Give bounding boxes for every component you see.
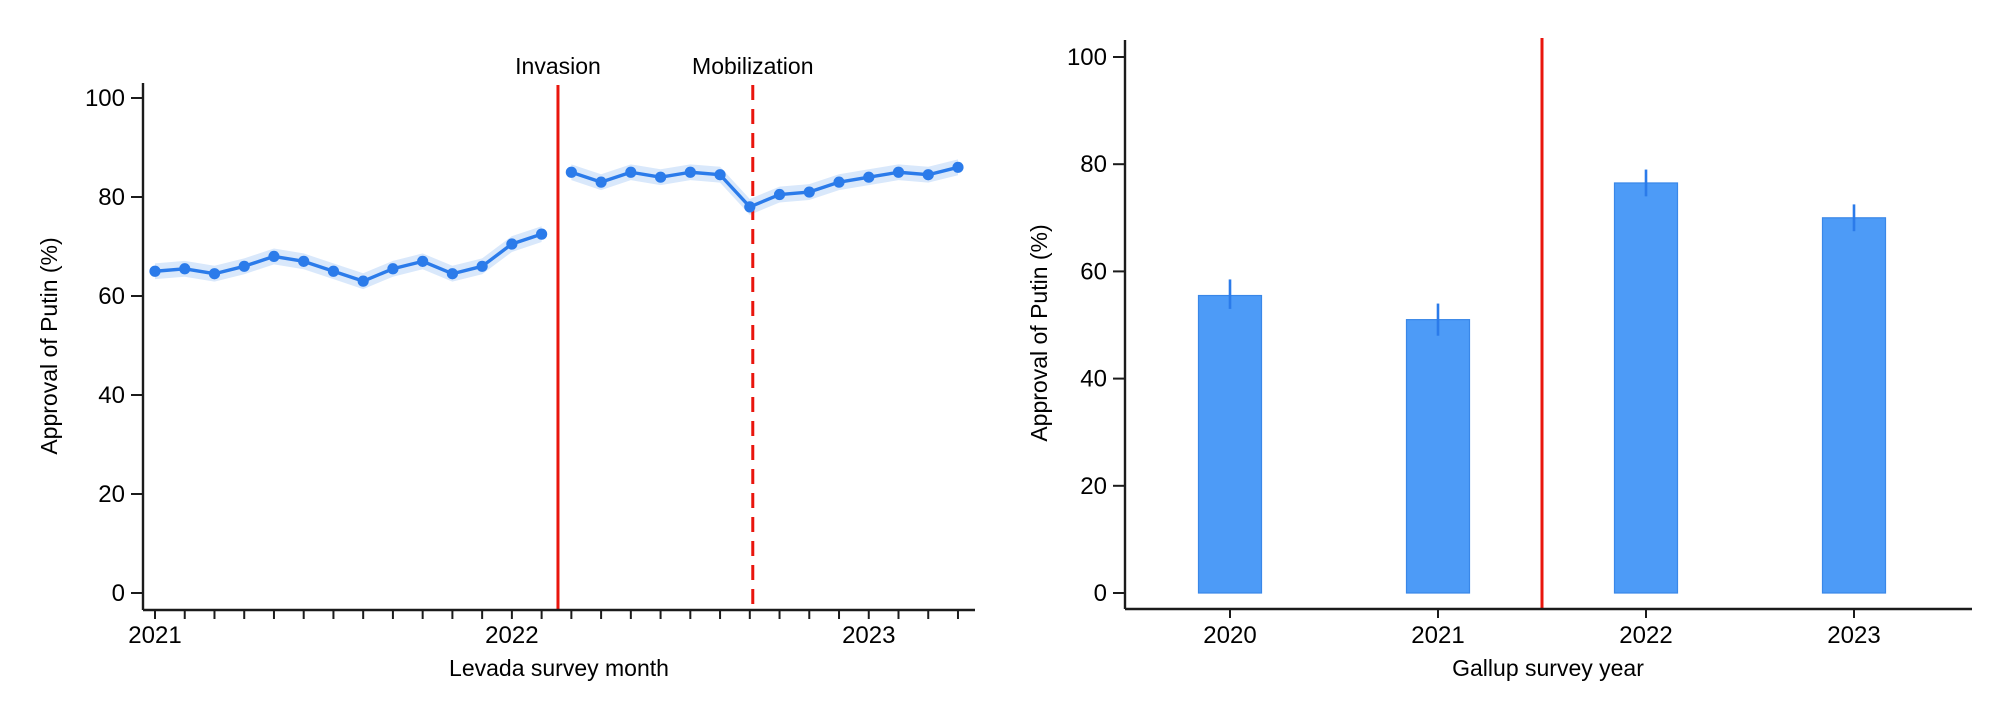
y-tick-label: 60	[1080, 258, 1107, 285]
x-axis-title: Gallup survey year	[1452, 655, 1644, 681]
confidence-band	[571, 159, 958, 215]
x-tick-label: 2023	[842, 622, 895, 649]
y-tick-label: 20	[98, 481, 125, 508]
data-point	[268, 250, 280, 262]
x-tick-label: 2021	[128, 622, 181, 649]
data-point	[714, 169, 726, 181]
data-point	[506, 238, 518, 250]
data-point	[417, 255, 429, 267]
x-axis-title: Levada survey month	[449, 655, 669, 681]
y-axis-title: Approval of Putin (%)	[36, 237, 62, 454]
data-point	[446, 268, 458, 280]
data-point	[565, 166, 577, 178]
data-point	[684, 166, 696, 178]
x-tick-label: 2021	[1411, 622, 1464, 649]
data-point	[327, 265, 340, 277]
data-point	[476, 260, 488, 272]
data-point	[298, 255, 310, 267]
y-tick-label: 40	[1080, 366, 1107, 393]
data-point	[625, 166, 637, 178]
data-point	[863, 171, 875, 183]
y-tick-label: 20	[1080, 473, 1107, 500]
data-point	[179, 263, 191, 275]
y-tick-label: 100	[1067, 44, 1107, 71]
data-point	[595, 176, 607, 188]
y-tick-label: 80	[98, 184, 125, 211]
data-point	[654, 171, 667, 183]
x-tick-label: 2020	[1203, 622, 1256, 649]
bar-2022	[1613, 182, 1679, 594]
y-tick-label: 80	[1080, 151, 1107, 178]
data-point	[387, 263, 399, 275]
invasion-label: Invasion	[515, 53, 601, 79]
mobilization-label: Mobilization	[692, 53, 813, 79]
data-point	[803, 186, 815, 198]
y-tick-label: 40	[98, 382, 125, 409]
x-tick-label: 2023	[1827, 622, 1880, 649]
data-point	[238, 260, 250, 272]
bar-2020	[1197, 294, 1263, 594]
data-point	[357, 275, 369, 287]
gallup-panel: 0 20 40 60 80 100 2020 2021 2022 2023 Gallup surve…	[1026, 38, 1972, 681]
y-axis-title: Approval of Putin (%)	[1026, 224, 1052, 441]
data-point	[952, 161, 964, 173]
y-tick-label: 60	[98, 283, 125, 310]
data-point	[773, 188, 786, 201]
bar-2021	[1405, 319, 1471, 594]
x-tick-label: 2022	[485, 622, 538, 649]
y-tick-label: 0	[112, 580, 125, 607]
data-point	[149, 265, 161, 277]
y-tick-label: 0	[1094, 580, 1107, 607]
data-point	[833, 176, 845, 188]
levada-panel: Invasion Mobilization 0 20 40 60 80 100 2021 2022…	[36, 53, 975, 681]
data-point	[892, 166, 905, 178]
data-point	[536, 228, 548, 240]
data-point	[744, 201, 756, 213]
x-tick-label: 2022	[1619, 622, 1672, 649]
y-tick-label: 100	[85, 85, 125, 112]
data-point	[208, 268, 221, 280]
confidence-band	[155, 226, 542, 290]
bar-2023	[1821, 217, 1887, 594]
data-point	[922, 169, 934, 181]
